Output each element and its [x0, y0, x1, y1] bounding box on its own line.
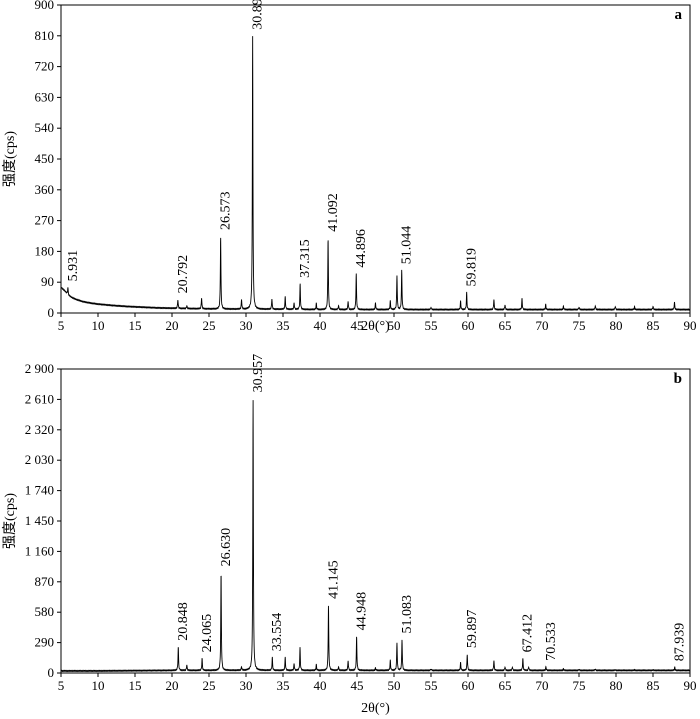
y-tick-label: 0 — [48, 305, 55, 320]
peak-label: 24.065 — [200, 614, 215, 653]
y-tick-label: 180 — [35, 243, 55, 258]
panel-a: 5 10 15 20 25 30 35 40 45 50 55 60 65 70 75 80 85 9009018… — [2, 0, 697, 334]
x-tick-label: 35 — [277, 678, 290, 693]
x-tick-label: 90 — [684, 318, 697, 333]
peak-label: 59.897 — [465, 610, 480, 649]
peak-label: 20.848 — [176, 602, 191, 641]
x-tick-label: 55 — [425, 678, 438, 693]
x-tick-label: 85 — [647, 678, 660, 693]
x-tick-label: 55 — [425, 318, 438, 333]
x-tick-label: 10 — [92, 318, 105, 333]
x-tick-label: 35 — [277, 318, 290, 333]
x-tick-label: 50 — [388, 678, 401, 693]
peak-label: 44.896 — [354, 229, 369, 268]
y-tick-label: 580 — [35, 604, 55, 619]
x-tick-label: 30 — [240, 678, 253, 693]
x-tick-label: 20 — [166, 318, 179, 333]
peak-label: 70.533 — [544, 622, 559, 661]
y-tick-label: 720 — [35, 59, 55, 74]
y-tick-label: 450 — [35, 151, 55, 166]
y-tick-label: 360 — [35, 182, 55, 197]
y-tick-label: 270 — [35, 213, 55, 228]
peak-label: 87.939 — [673, 623, 688, 662]
x-tick-label: 60 — [462, 318, 475, 333]
y-axis-title: 强度(cps) — [2, 493, 18, 549]
x-tick-label: 40 — [314, 318, 327, 333]
y-tick-label: 290 — [35, 635, 55, 650]
panel-b: 5 10 15 20 25 30 35 40 45 50 55 60 65 70 75 80 85 90 0 290 5… — [2, 354, 697, 716]
peak-label: 20.792 — [176, 255, 191, 294]
y-tick-label: 90 — [41, 274, 54, 289]
x-tick-label: 15 — [129, 678, 142, 693]
x-tick-label: 30 — [240, 318, 253, 333]
x-tick-label: 5 — [58, 678, 65, 693]
peak-label: 41.092 — [326, 193, 341, 232]
x-tick-label: 70 — [536, 678, 549, 693]
peak-label: 30.957 — [251, 354, 266, 393]
x-tick-label: 45 — [351, 318, 364, 333]
x-tick-label: 65 — [499, 678, 512, 693]
x-tick-label: 80 — [610, 678, 623, 693]
y-tick-label: 0 — [48, 665, 55, 680]
panel-letter: a — [675, 7, 683, 23]
y-tick-label: 630 — [35, 89, 55, 104]
y-axis-title: 强度(cps) — [2, 131, 18, 187]
peak-label: 26.630 — [219, 528, 234, 567]
peak-label: 67.412 — [521, 614, 536, 653]
peak-label: 26.573 — [219, 192, 234, 231]
x-axis-title: 2θ(°) — [361, 701, 390, 716]
peak-label: 44.948 — [355, 592, 370, 631]
y-tick-label: 870 — [35, 574, 55, 589]
x-tick-label: 85 — [647, 318, 660, 333]
y-tick-label: 1 160 — [25, 543, 54, 558]
y-tick-label: 2 030 — [25, 452, 54, 467]
x-axis-title: 2θ(°) — [361, 319, 390, 334]
peak-label: 33.554 — [270, 613, 285, 652]
x-tick-label: 75 — [573, 678, 586, 693]
y-tick-label: 2 320 — [25, 422, 54, 437]
x-tick-label: 80 — [610, 318, 623, 333]
y-tick-label: 1 740 — [25, 483, 54, 498]
peak-label: 41.145 — [326, 560, 341, 599]
y-tick-label: 2 900 — [25, 361, 54, 376]
peak-label: 51.083 — [400, 595, 415, 634]
y-tick-label: 900 — [35, 0, 55, 12]
panel-letter: b — [674, 371, 682, 387]
x-tick-label: 20 — [166, 678, 179, 693]
x-tick-label: 10 — [92, 678, 105, 693]
y-tick-label: 1 450 — [25, 513, 54, 528]
diffraction-trace — [60, 400, 691, 673]
x-tick-label: 40 — [314, 678, 327, 693]
x-tick-label: 60 — [462, 678, 475, 693]
y-tick-label: 2 610 — [25, 391, 54, 406]
y-tick-label: 540 — [35, 120, 55, 135]
x-tick-label: 70 — [536, 318, 549, 333]
x-tick-label: 25 — [203, 678, 216, 693]
x-tick-label: 5 — [58, 318, 65, 333]
plot-frame — [60, 368, 691, 674]
x-tick-label: 45 — [351, 678, 364, 693]
peak-label: 37.315 — [298, 239, 313, 278]
y-tick-label: 810 — [35, 28, 55, 43]
x-tick-label: 50 — [388, 318, 401, 333]
peak-label: 5.931 — [66, 250, 81, 282]
plot-frame — [60, 4, 691, 314]
peak-label: 30.898 — [251, 0, 266, 30]
x-tick-label: 75 — [573, 318, 586, 333]
x-tick-label: 65 — [499, 318, 512, 333]
peak-label: 51.044 — [400, 226, 415, 265]
diffraction-trace — [60, 36, 691, 311]
x-tick-label: 15 — [129, 318, 142, 333]
x-tick-label: 25 — [203, 318, 216, 333]
x-tick-label: 90 — [684, 678, 697, 693]
peak-label: 59.819 — [465, 248, 480, 287]
